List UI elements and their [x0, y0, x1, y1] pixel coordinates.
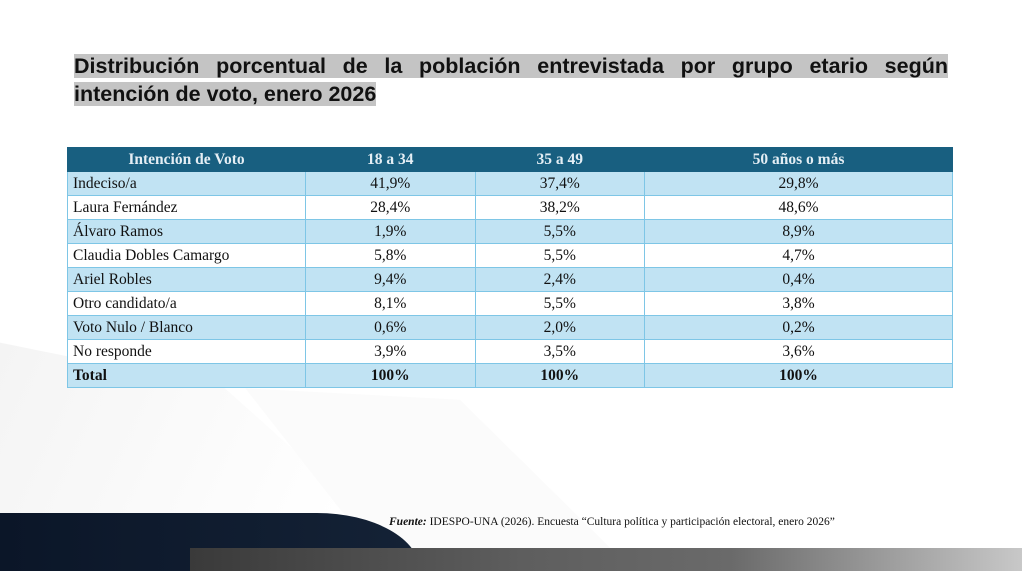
value-cell: 3,5% [474, 339, 646, 364]
value-cell: 48,6% [644, 195, 953, 220]
value-cell: 4,7% [644, 243, 953, 268]
value-cell: 5,5% [474, 291, 646, 316]
column-header: 35 a 49 [474, 147, 646, 172]
total-row: Total 100% 100% 100% [67, 363, 953, 388]
column-header: Intención de Voto [67, 147, 306, 172]
value-cell: 0,6% [305, 315, 476, 340]
table-row: Ariel Robles 9,4% 2,4% 0,4% [67, 267, 953, 292]
table-header-row: Intención de Voto 18 a 34 35 a 49 50 año… [67, 147, 953, 172]
value-cell: 5,5% [474, 219, 646, 244]
page-title: Distribución porcentual de la población … [74, 52, 948, 108]
table-row: Laura Fernández 28,4% 38,2% 48,6% [67, 195, 953, 220]
value-cell: 3,8% [644, 291, 953, 316]
source-note: Fuente: IDESPO-UNA (2026). Encuesta “Cul… [389, 515, 885, 529]
value-cell: 0,4% [644, 267, 953, 292]
column-header: 18 a 34 [305, 147, 476, 172]
category-cell: No responde [67, 339, 306, 364]
value-cell: 3,6% [644, 339, 953, 364]
total-value-cell: 100% [305, 363, 476, 388]
table-row: Voto Nulo / Blanco 0,6% 2,0% 0,2% [67, 315, 953, 340]
category-cell: Laura Fernández [67, 195, 306, 220]
category-cell: Claudia Dobles Camargo [67, 243, 306, 268]
category-cell: Voto Nulo / Blanco [67, 315, 306, 340]
category-cell: Álvaro Ramos [67, 219, 306, 244]
total-value-cell: 100% [474, 363, 646, 388]
table-row: Claudia Dobles Camargo 5,8% 5,5% 4,7% [67, 243, 953, 268]
table-row: No responde 3,9% 3,5% 3,6% [67, 339, 953, 364]
category-cell: Indeciso/a [67, 171, 306, 196]
source-label: Fuente: [389, 516, 427, 528]
value-cell: 5,8% [305, 243, 476, 268]
total-value-cell: 100% [644, 363, 953, 388]
value-cell: 29,8% [644, 171, 953, 196]
total-label: Total [67, 363, 306, 388]
value-cell: 38,2% [474, 195, 646, 220]
category-cell: Otro candidato/a [67, 291, 306, 316]
value-cell: 5,5% [474, 243, 646, 268]
value-cell: 28,4% [305, 195, 476, 220]
decorative-gray-bar [190, 548, 1022, 571]
source-text: IDESPO-UNA (2026). Encuesta “Cultura pol… [426, 516, 835, 528]
title-text: Distribución porcentual de la población … [74, 54, 948, 106]
value-cell: 3,9% [305, 339, 476, 364]
category-cell: Ariel Robles [67, 267, 306, 292]
value-cell: 41,9% [305, 171, 476, 196]
value-cell: 8,9% [644, 219, 953, 244]
value-cell: 9,4% [305, 267, 476, 292]
value-cell: 2,4% [474, 267, 646, 292]
table-row: Otro candidato/a 8,1% 5,5% 3,8% [67, 291, 953, 316]
table-row: Indeciso/a 41,9% 37,4% 29,8% [67, 171, 953, 196]
table-row: Álvaro Ramos 1,9% 5,5% 8,9% [67, 219, 953, 244]
value-cell: 0,2% [644, 315, 953, 340]
data-table: Intención de Voto 18 a 34 35 a 49 50 año… [67, 147, 953, 388]
value-cell: 37,4% [474, 171, 646, 196]
value-cell: 2,0% [474, 315, 646, 340]
value-cell: 8,1% [305, 291, 476, 316]
value-cell: 1,9% [305, 219, 476, 244]
column-header: 50 años o más [644, 147, 953, 172]
